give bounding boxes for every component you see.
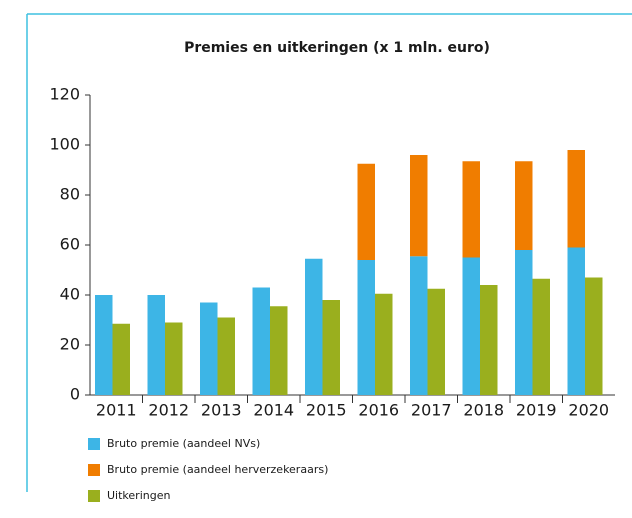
bar <box>410 256 428 395</box>
bar <box>515 161 533 250</box>
legend-label: Bruto premie (aandeel herverzekeraars) <box>107 463 328 476</box>
legend-swatch <box>88 490 100 502</box>
x-tick-label: 2017 <box>411 401 452 420</box>
x-tick-label: 2013 <box>201 401 242 420</box>
legend-swatch <box>88 464 100 476</box>
legend-label: Uitkeringen <box>107 489 170 502</box>
y-tick-label: 100 <box>49 135 80 154</box>
bar <box>252 287 270 395</box>
y-tick-label: 20 <box>60 335 80 354</box>
y-tick-label: 40 <box>60 285 80 304</box>
legend-label: Bruto premie (aandeel NVs) <box>107 437 260 450</box>
bar <box>462 257 480 395</box>
bar <box>585 277 603 395</box>
y-tick-label: 0 <box>70 385 80 404</box>
legend-swatch <box>88 438 100 450</box>
bar <box>305 258 323 395</box>
bar <box>427 288 445 395</box>
x-tick-label: 2020 <box>568 401 609 420</box>
x-tick-label: 2015 <box>306 401 347 420</box>
bar <box>462 161 480 258</box>
bar <box>357 260 375 395</box>
bar <box>112 323 130 395</box>
y-tick-label: 60 <box>60 235 80 254</box>
bar <box>322 300 340 395</box>
y-tick-label: 120 <box>49 85 80 104</box>
bar <box>200 302 218 395</box>
bar <box>95 295 113 395</box>
x-tick-label: 2012 <box>148 401 189 420</box>
bar <box>375 293 393 395</box>
bar <box>165 322 183 395</box>
x-tick-label: 2019 <box>516 401 557 420</box>
x-tick-label: 2016 <box>358 401 399 420</box>
bar <box>567 247 585 395</box>
bar <box>357 163 375 260</box>
bar <box>480 285 498 395</box>
bar <box>147 295 165 395</box>
x-tick-label: 2014 <box>253 401 294 420</box>
bar <box>410 155 428 257</box>
chart-title: Premies en uitkeringen (x 1 mln. euro) <box>184 40 490 56</box>
bar <box>515 250 533 395</box>
bar <box>270 306 288 395</box>
x-tick-label: 2018 <box>463 401 504 420</box>
bar <box>567 150 585 248</box>
bar <box>532 278 550 395</box>
y-tick-label: 80 <box>60 185 80 204</box>
x-tick-label: 2011 <box>96 401 137 420</box>
bar <box>217 317 235 395</box>
